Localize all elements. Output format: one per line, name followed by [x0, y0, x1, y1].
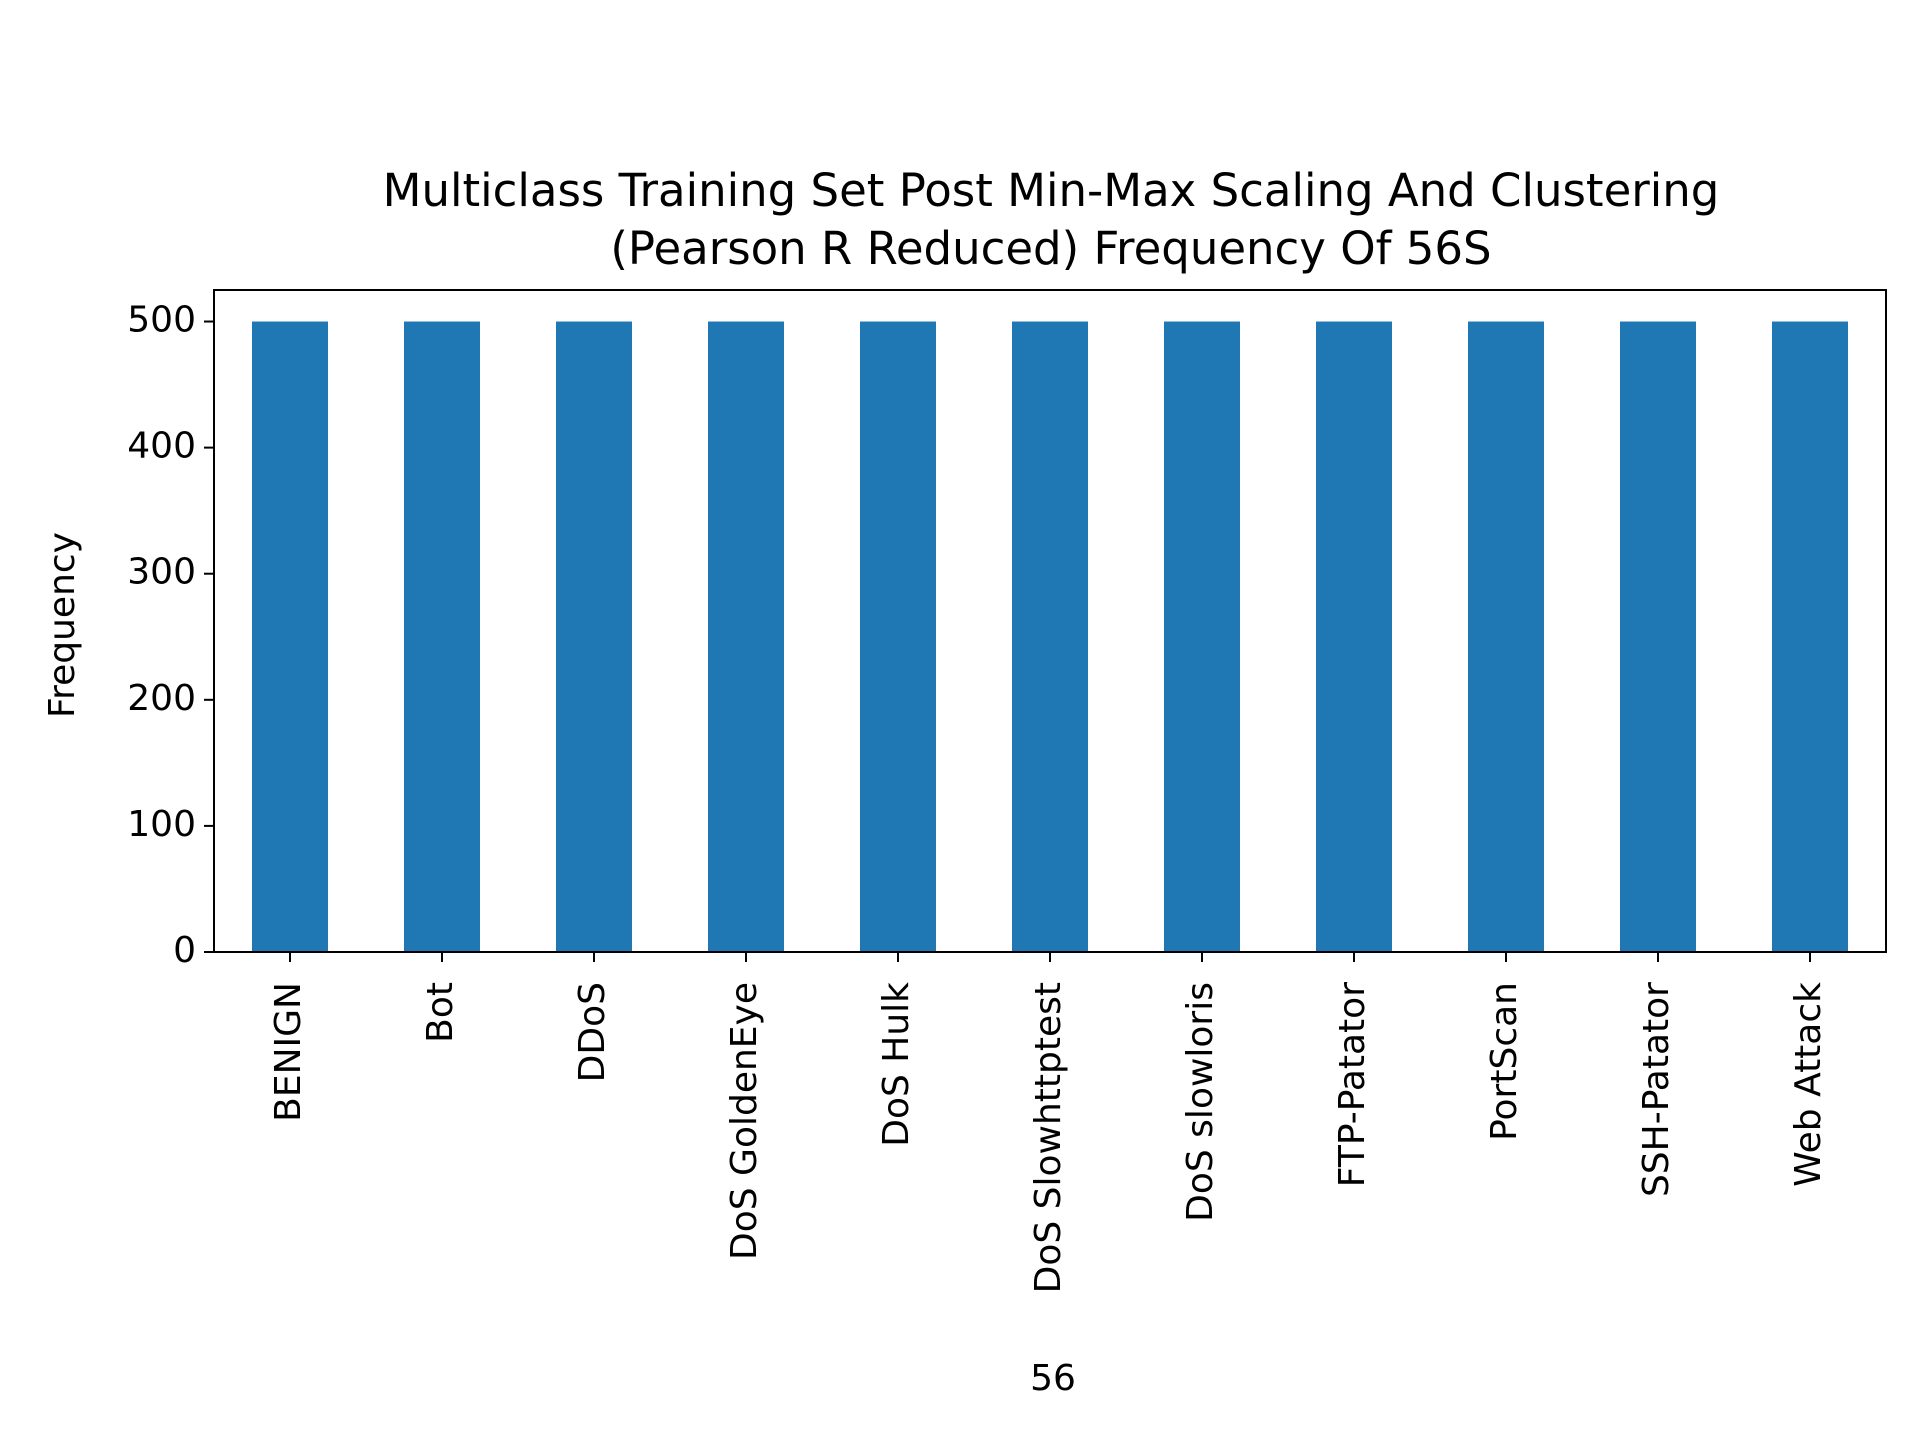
x-tick-label: Bot: [420, 982, 461, 1043]
x-axis: BENIGN Bot DDoS DoS GoldenEye DoS Hulk DoS Sl…: [268, 952, 1829, 1293]
y-tick-label: 300: [127, 552, 196, 593]
bar-ssh-patator: [1620, 321, 1696, 952]
chart-title-line-2: (Pearson R Reduced) Frequency Of 56S: [610, 222, 1491, 275]
y-tick-label: 500: [127, 300, 196, 341]
bar-ddos: [556, 321, 632, 952]
bar-portscan: [1468, 321, 1544, 952]
y-axis: 0 100 200 300 400 500: [127, 300, 214, 971]
x-axis-label: 56: [1030, 1358, 1076, 1399]
y-tick-label: 200: [127, 678, 196, 719]
y-tick-label: 0: [173, 930, 196, 971]
bar-ftp-patator: [1316, 321, 1392, 952]
plot-frame: [213, 289, 1887, 953]
x-tick-label: DoS Slowhttptest: [1028, 982, 1069, 1293]
bar-benign: [252, 321, 328, 952]
x-tick-label: BENIGN: [268, 982, 309, 1122]
x-tick-label: FTP-Patator: [1332, 982, 1373, 1187]
x-tick-label: DoS Hulk: [876, 982, 917, 1147]
x-tick-label: DDoS: [572, 982, 613, 1082]
x-tick-label: DoS slowloris: [1180, 982, 1221, 1222]
x-tick-label: Web Attack: [1788, 982, 1829, 1187]
x-tick-label: SSH-Patator: [1636, 982, 1677, 1197]
x-tick-label: PortScan: [1484, 982, 1525, 1141]
chart-title: Multiclass Training Set Post Min-Max Sca…: [383, 164, 1720, 275]
bar-bot: [404, 321, 480, 952]
bar-dos-goldeneye: [708, 321, 784, 952]
y-tick-label: 400: [127, 426, 196, 467]
bars-group: [252, 321, 1848, 952]
bar-web-attack: [1772, 321, 1848, 952]
bar-dos-slowloris: [1164, 321, 1240, 952]
x-tick-label: DoS GoldenEye: [724, 982, 765, 1260]
y-tick-label: 100: [127, 804, 196, 845]
chart-title-line-1: Multiclass Training Set Post Min-Max Sca…: [383, 164, 1720, 217]
y-axis-label: Frequency: [42, 532, 83, 718]
bar-dos-hulk: [860, 321, 936, 952]
bar-dos-slowhttptest: [1012, 321, 1088, 952]
